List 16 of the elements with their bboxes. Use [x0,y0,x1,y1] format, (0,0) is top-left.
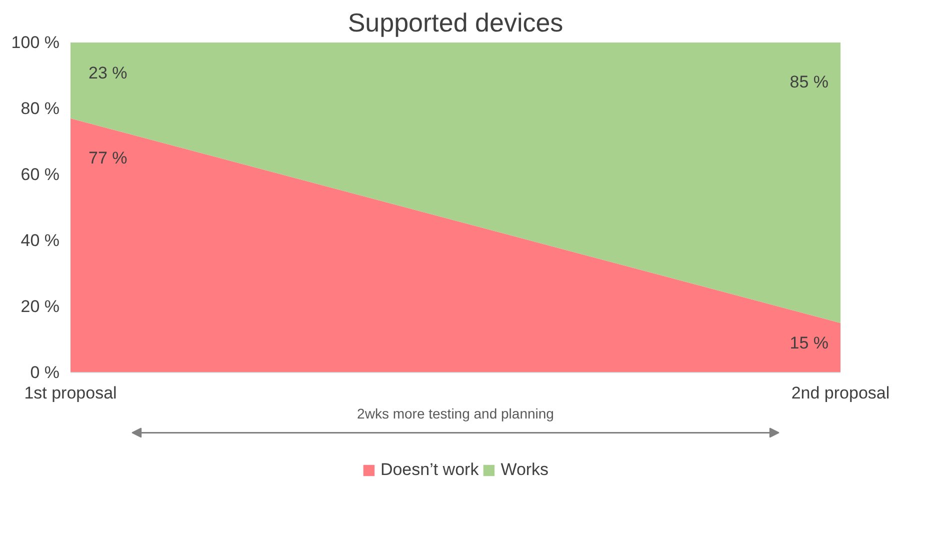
data-label: 15 % [790,333,828,352]
y-tick-label: 40 % [20,231,60,250]
text: 2wks more testing and planning [357,406,554,422]
y-tick-label: 100 % [11,33,60,52]
chart-title: Supported devices [348,8,564,38]
data-label: 23 % [88,63,128,82]
y-tick-label: 80 % [20,99,60,118]
legend-label: Works [500,460,549,480]
x-tick-label: 1st proposal [24,384,117,402]
legend-label: Doesn’t work [380,460,479,480]
data-label: 85 % [790,72,828,92]
x-tick-label: 2nd proposal [791,384,890,402]
data-label: 77 % [88,148,128,168]
y-tick-label: 60 % [20,165,60,184]
y-tick-label: 20 % [20,297,60,316]
y-tick-label: 0 % [30,363,60,382]
